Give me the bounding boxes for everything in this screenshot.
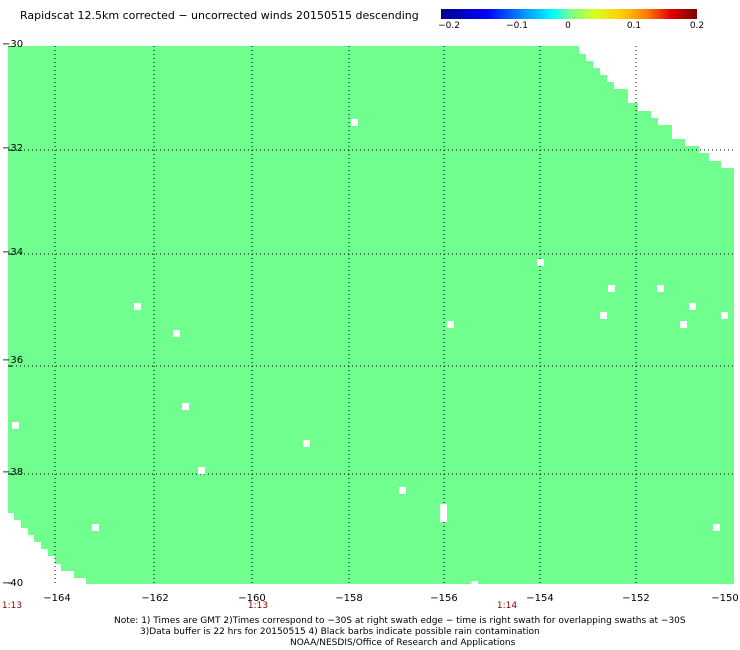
lat-label: −36 — [2, 355, 24, 366]
lon-label: −154 — [526, 593, 554, 604]
colorbar-tick: −0.2 — [438, 21, 460, 31]
lon-label: −164 — [43, 593, 71, 604]
time-label: 1:13 — [1, 601, 23, 611]
lat-label: −40 — [2, 578, 24, 589]
credit-line: NOAA/NESDIS/Office of Research and Appli… — [290, 638, 516, 648]
note-line-1: Note: 1) Times are GMT 2)Times correspon… — [114, 616, 686, 626]
time-label: 1:14 — [496, 601, 518, 611]
lon-label: −150 — [711, 593, 739, 604]
colorbar-tick: 0 — [565, 21, 571, 31]
lat-label: −34 — [2, 247, 24, 258]
lat-label: −30 — [2, 39, 24, 50]
plot-title: Rapidscat 12.5km corrected − uncorrected… — [20, 9, 419, 22]
axis-ticks — [8, 46, 12, 584]
map-frame — [8, 46, 734, 584]
colorbar-tick: 0.2 — [689, 21, 705, 31]
lat-label: −38 — [2, 467, 24, 478]
lon-label: −162 — [141, 593, 169, 604]
map-canvas — [8, 46, 734, 584]
note-line-2: 3)Data buffer is 22 hrs for 20150515 4) … — [140, 627, 540, 637]
lat-gridlines — [8, 149, 734, 475]
colorbar-tick: −0.1 — [506, 21, 528, 31]
lon-gridlines — [54, 46, 637, 584]
lon-label: −156 — [430, 593, 458, 604]
time-label: 1:13 — [247, 601, 269, 611]
lon-label: −160 — [238, 593, 266, 604]
swath-fill — [8, 46, 734, 584]
lon-label: −152 — [622, 593, 650, 604]
colorbar: −0.2 −0.1 0 0.1 0.2 — [438, 9, 704, 31]
lat-label: −32 — [2, 143, 24, 154]
colorbar-gradient — [441, 9, 697, 19]
lon-label: −158 — [335, 593, 363, 604]
colorbar-tick: 0.1 — [626, 21, 642, 31]
missing-cells — [12, 119, 728, 584]
